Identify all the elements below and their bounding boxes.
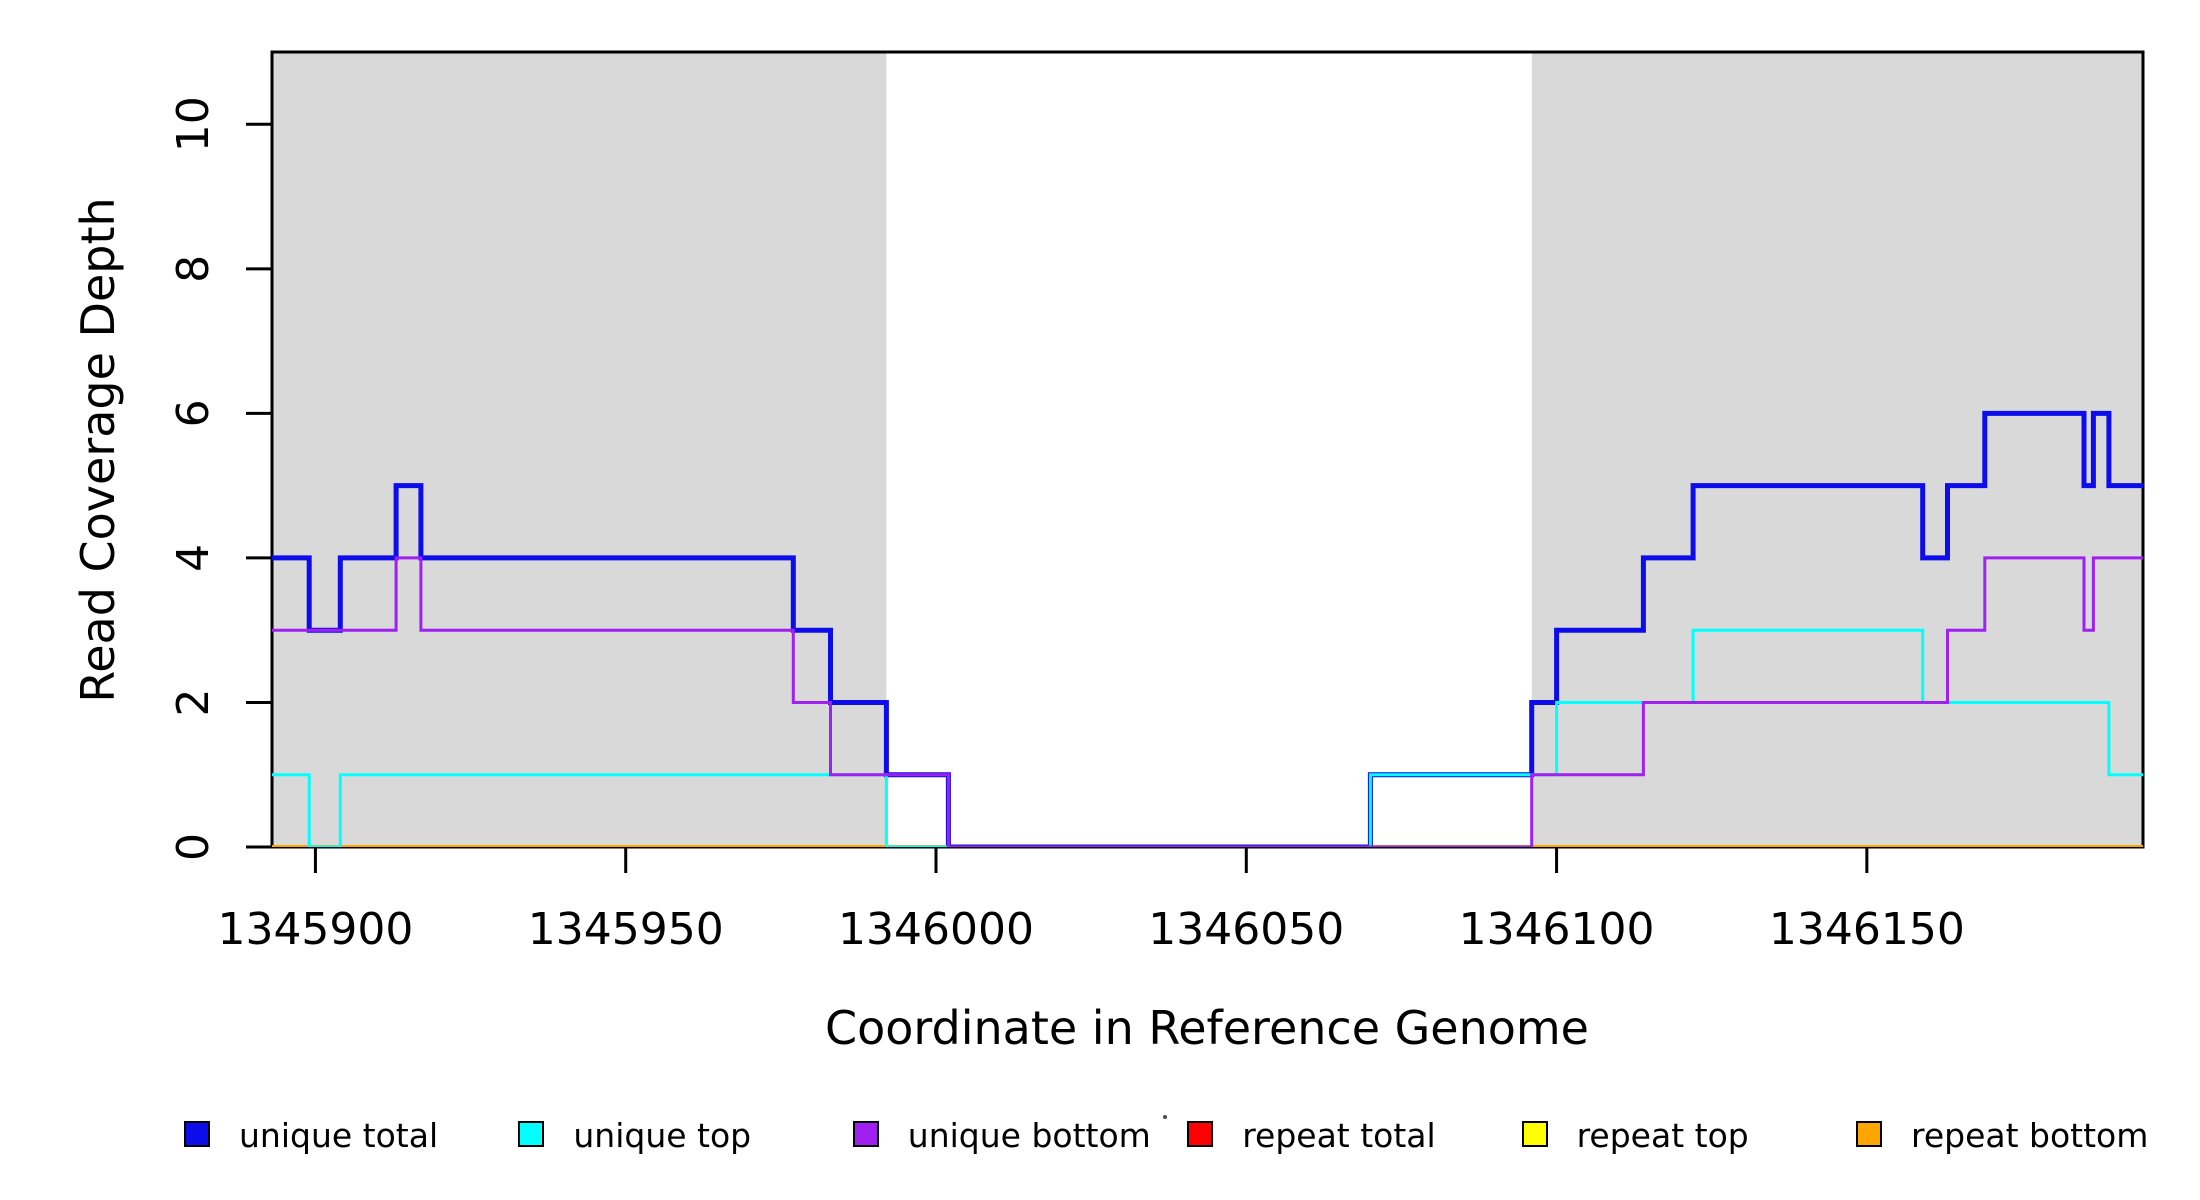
series-line-unique-bottom xyxy=(272,556,2143,847)
x-tick-label: 1346100 xyxy=(1459,904,1655,955)
x-axis-title: Coordinate in Reference Genome xyxy=(825,1001,1589,1055)
stray-mark xyxy=(1163,1115,1167,1119)
x-tick-label: 1346000 xyxy=(838,904,1034,955)
series-line-unique-total xyxy=(272,410,2143,847)
y-tick-label: 6 xyxy=(168,399,219,427)
shaded-regions xyxy=(272,52,2143,845)
x-tick-label: 1346150 xyxy=(1769,904,1965,955)
x-tick-label: 1346050 xyxy=(1148,904,1344,955)
y-tick-label: 2 xyxy=(168,688,219,716)
x-tick-label: 1345950 xyxy=(528,904,724,955)
x-tick-label: 1345900 xyxy=(217,904,413,955)
y-tick-label: 4 xyxy=(168,544,219,572)
y-tick-label: 8 xyxy=(168,255,219,283)
y-axis-title: Read Coverage Depth xyxy=(71,197,125,702)
tick-labels: 1345900 1345950 1346000 1346050 1346100 13461… xyxy=(168,96,1965,955)
shaded-region xyxy=(272,52,887,845)
y-tick-label: 10 xyxy=(168,96,219,152)
shaded-region xyxy=(1531,52,2143,845)
y-tick-label: 0 xyxy=(168,833,219,861)
coverage-step-lines xyxy=(272,410,2143,847)
series-line-unique-top xyxy=(272,628,2143,847)
